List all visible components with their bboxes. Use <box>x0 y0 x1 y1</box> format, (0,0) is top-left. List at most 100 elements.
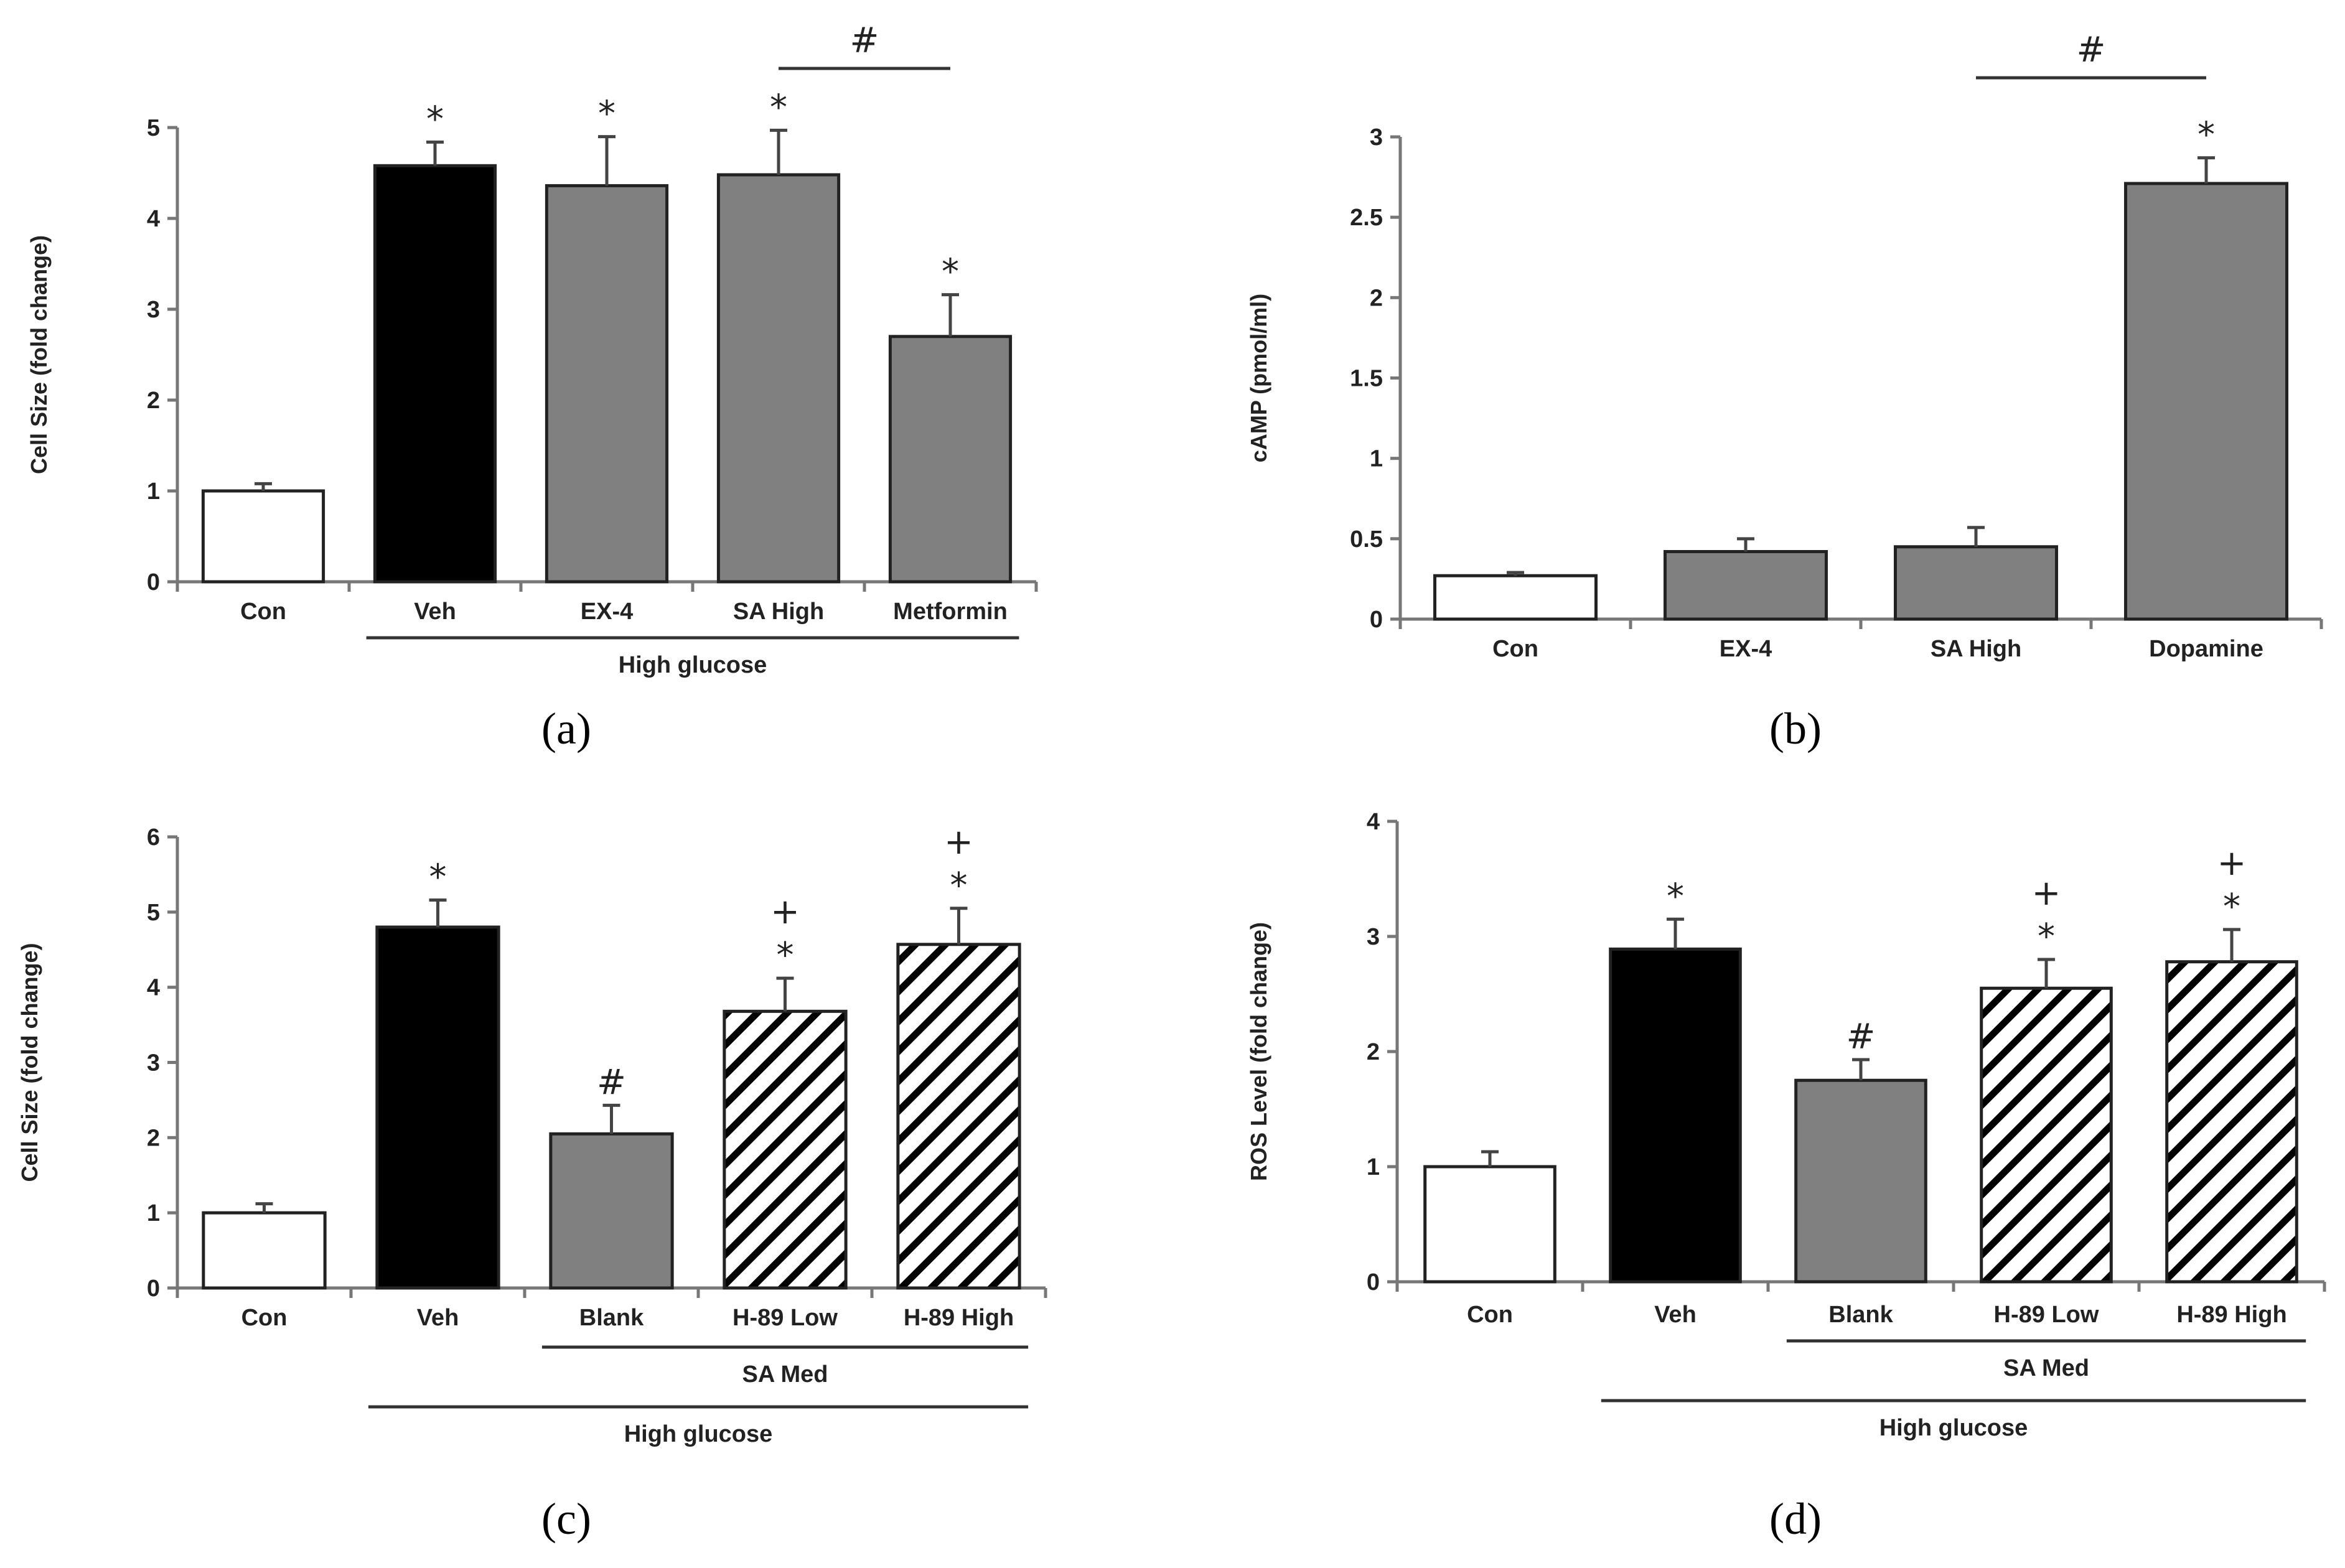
y-tick-label: 0.5 <box>1350 526 1383 553</box>
significance-marker: * <box>950 866 968 906</box>
bar-h-89-high <box>2165 960 2298 1284</box>
y-tick-label: 2 <box>147 388 160 414</box>
bar-con <box>202 1211 327 1290</box>
bar-blank <box>549 1132 674 1290</box>
y-tick-label: 1 <box>147 1200 160 1226</box>
category-label: Con <box>240 599 286 625</box>
category-label: H-89 High <box>2176 1302 2286 1328</box>
y-axis-title: Cell Size (fold change) <box>17 943 42 1182</box>
bar-blank <box>1794 1078 1927 1284</box>
bar-ex-4 <box>545 184 669 584</box>
bar-h-89-low <box>1980 986 2113 1284</box>
group-label: High glucose <box>619 652 767 678</box>
category-label: SA High <box>733 599 824 625</box>
significance-marker: # <box>1847 1017 1876 1057</box>
bar-sa-high <box>716 173 841 584</box>
panel-label: (d) <box>1769 1494 1822 1544</box>
bar-ex-4 <box>1664 550 1828 621</box>
category-label: EX-4 <box>1720 636 1772 662</box>
significance-marker: * <box>598 94 616 134</box>
comparison-marker: # <box>2077 30 2106 70</box>
bar-h-89-low <box>723 1009 848 1290</box>
y-tick-label: 4 <box>147 206 160 232</box>
significance-marker: * <box>2198 115 2215 156</box>
y-tick-label: 0 <box>147 1276 160 1302</box>
y-tick-label: 1 <box>1370 446 1383 472</box>
panel-label: (a) <box>541 704 591 754</box>
y-tick-label: 3 <box>147 1050 160 1076</box>
significance-marker: * <box>2038 917 2055 957</box>
chart-panel-1: 0 1 2 3 4 5 Cell Size (fold change) Con Veh EX-4 S… <box>26 21 1038 754</box>
category-label: Metformin <box>893 599 1008 625</box>
y-tick-label: 6 <box>147 824 160 851</box>
category-label: Veh <box>1654 1302 1697 1328</box>
category-label: Con <box>241 1305 288 1331</box>
bar-con <box>1433 574 1598 621</box>
y-tick-label: 2 <box>147 1125 160 1151</box>
bar-sa-high <box>1894 545 2058 621</box>
significance-marker: * <box>429 857 447 898</box>
category-label: H-89 High <box>904 1305 1014 1331</box>
y-tick-label: 2 <box>1367 1039 1380 1065</box>
significance-marker: + <box>944 822 973 862</box>
significance-marker: * <box>942 252 959 292</box>
y-tick-label: 5 <box>147 115 160 141</box>
bar-con <box>201 489 325 584</box>
category-label: Con <box>1492 636 1538 662</box>
significance-marker: + <box>2032 873 2061 913</box>
y-tick-label: 1.5 <box>1350 366 1383 392</box>
category-label: Dopamine <box>2149 636 2263 662</box>
y-tick-label: 3 <box>1367 924 1380 950</box>
y-tick-label: 4 <box>1367 809 1380 835</box>
significance-marker: * <box>1667 876 1684 917</box>
y-axis-title: Cell Size (fold change) <box>26 235 52 474</box>
category-label: Blank <box>1828 1302 1893 1328</box>
bar-metformin <box>888 335 1013 584</box>
y-tick-label: 0 <box>1370 607 1383 633</box>
significance-marker: * <box>426 99 444 139</box>
bar-veh <box>375 925 500 1290</box>
panel-label: (c) <box>541 1494 591 1544</box>
y-axis-title: cAMP (pmol/ml) <box>1246 294 1271 462</box>
bar-dopamine <box>2124 182 2288 621</box>
category-label: Veh <box>417 1305 459 1331</box>
chart-panel-3: 0 1 2 3 4 5 6 Cell Size (fold change) Con Veh Blan… <box>17 822 1047 1544</box>
category-label: H-89 Low <box>733 1305 838 1331</box>
bar-con <box>1423 1165 1556 1284</box>
y-tick-label: 1 <box>1367 1154 1380 1180</box>
category-label: Veh <box>414 599 456 625</box>
y-axis-title: ROS Level (fold change) <box>1246 922 1271 1181</box>
y-tick-label: 4 <box>147 975 160 1001</box>
y-tick-label: 5 <box>147 900 160 926</box>
y-tick-label: 3 <box>1370 124 1383 151</box>
bar-veh <box>373 164 497 584</box>
significance-marker: # <box>597 1062 626 1103</box>
panel-label: (b) <box>1769 704 1822 754</box>
y-tick-label: 2 <box>1370 285 1383 311</box>
category-label: EX-4 <box>581 599 633 625</box>
y-tick-label: 1 <box>147 478 160 505</box>
y-tick-label: 0 <box>1367 1269 1380 1295</box>
bar-veh <box>1609 947 1742 1284</box>
significance-marker: * <box>2223 887 2240 927</box>
significance-marker: + <box>2217 843 2247 884</box>
category-label: SA High <box>1931 636 2021 662</box>
category-label: Con <box>1467 1302 1513 1328</box>
chart-panel-4: 0 1 2 3 4 ROS Level (fold change) Con Veh Blank H… <box>1246 809 2326 1544</box>
bar-h-89-high <box>896 943 1021 1290</box>
group-label: High glucose <box>1879 1415 2028 1441</box>
y-tick-label: 0 <box>147 569 160 595</box>
y-tick-label: 3 <box>147 297 160 323</box>
significance-marker: + <box>770 892 800 932</box>
chart-panel-2: 0 0.5 1 1.5 2 2.5 3 cAMP (pmol/ml) Con EX-4 SA Hig… <box>1246 30 2323 754</box>
y-tick-label: 2.5 <box>1350 205 1383 231</box>
group-label: High glucose <box>624 1421 773 1447</box>
group-label: SA Med <box>2003 1355 2089 1381</box>
comparison-marker: # <box>850 21 879 61</box>
category-label: H-89 Low <box>1994 1302 2099 1328</box>
significance-marker: * <box>777 935 794 976</box>
group-label: SA Med <box>742 1361 828 1388</box>
category-label: Blank <box>579 1305 644 1331</box>
significance-marker: * <box>770 87 787 128</box>
